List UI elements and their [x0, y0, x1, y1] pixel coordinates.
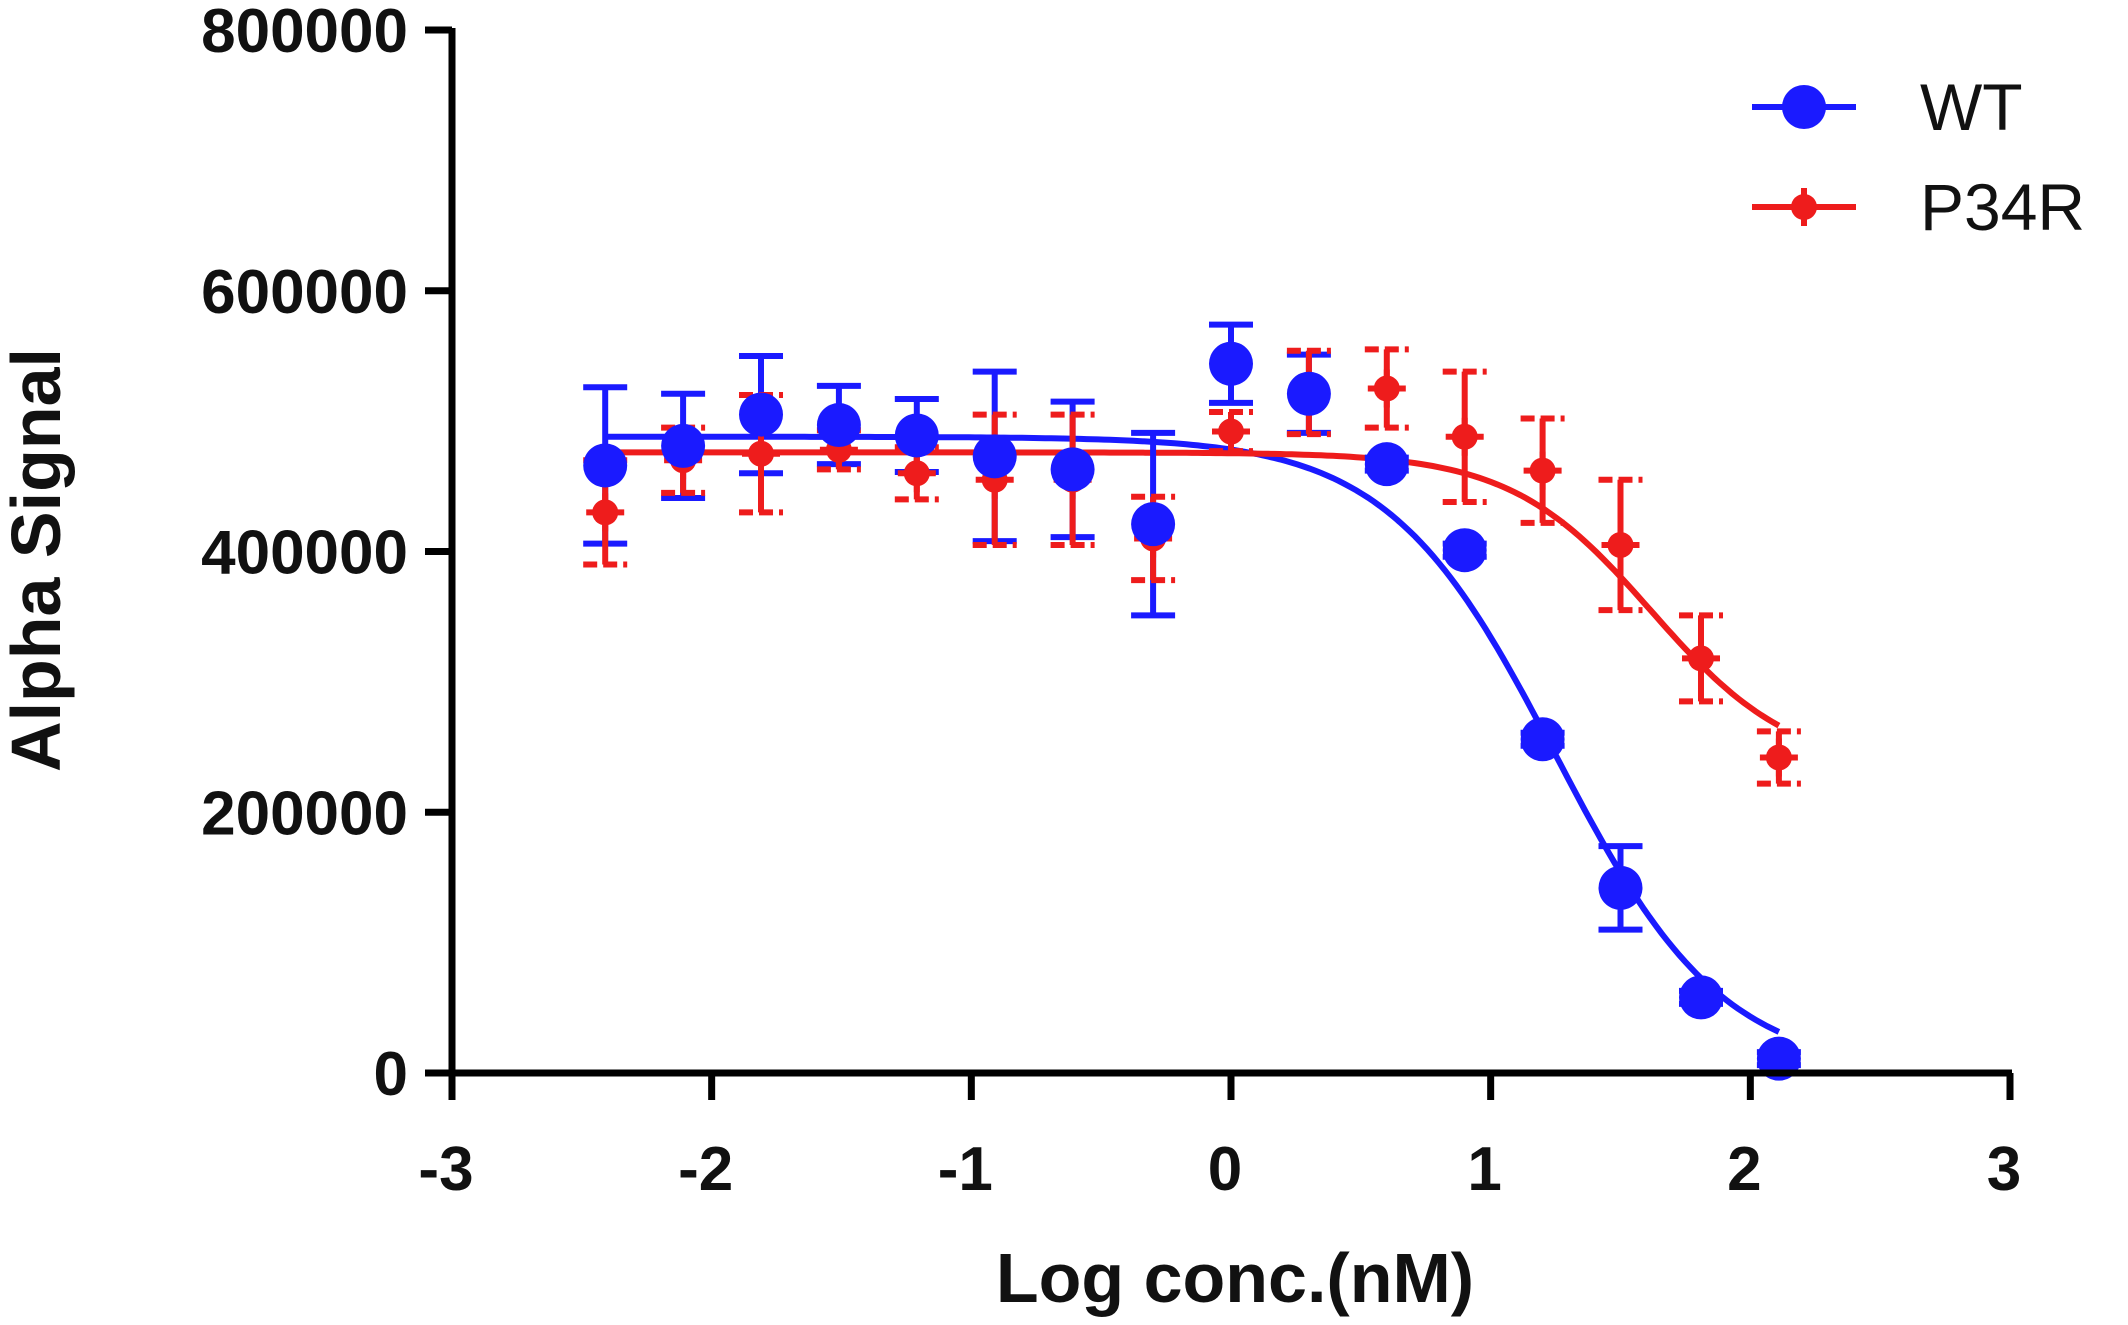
y-ticks: 0 200000 400000 600000 800000	[201, 0, 452, 1109]
data-markers	[583, 341, 1801, 1081]
x-tick-label: 2	[1727, 1135, 1761, 1204]
point-p34r	[1212, 412, 1250, 451]
fit-curve-p34r	[605, 449, 1781, 729]
point-p34r	[1445, 417, 1484, 456]
x-tick-label: 3	[1987, 1135, 2021, 1204]
legend-label: WT	[1920, 70, 2023, 144]
point-wt	[816, 403, 861, 448]
y-tick-label: 600000	[201, 258, 408, 327]
fit-curve-wt	[605, 433, 1781, 1035]
point-wt	[1520, 717, 1565, 762]
y-axis-title: Alpha Signal	[0, 348, 75, 772]
point-p34r	[897, 454, 936, 493]
y-tick-label: 800000	[201, 0, 408, 66]
legend-label: P34R	[1920, 170, 2085, 244]
x-tick-label: 1	[1467, 1135, 1501, 1204]
point-wt	[894, 413, 939, 458]
point-p34r	[1523, 451, 1562, 490]
x-ticks: -3 -2 -1 0 1 2 3	[418, 1073, 2021, 1204]
point-wt	[1050, 447, 1095, 492]
fit-curves	[605, 433, 1781, 1035]
legend-item-wt: WT	[1752, 70, 2023, 144]
legend-marker	[1785, 188, 1823, 226]
x-axis-title: Log conc.(nM)	[996, 1239, 1474, 1317]
point-wt	[1364, 442, 1409, 487]
point-wt	[1678, 975, 1723, 1020]
point-wt	[1598, 865, 1643, 910]
point-p34r	[586, 493, 625, 532]
axes	[448, 28, 2012, 1077]
x-tick-label: -3	[418, 1135, 473, 1204]
legend-item-p34r: P34R	[1752, 170, 2085, 244]
point-p34r	[1367, 369, 1406, 408]
y-tick-label: 200000	[201, 779, 408, 848]
point-wt	[1131, 502, 1176, 547]
point-wt	[972, 434, 1017, 479]
point-p34r	[742, 434, 781, 473]
legend: WT P34R	[1752, 70, 2085, 244]
point-wt	[1286, 371, 1331, 416]
point-wt	[1442, 528, 1487, 573]
x-tick-label: 0	[1208, 1135, 1242, 1204]
point-wt	[1209, 341, 1253, 386]
point-wt	[583, 443, 628, 488]
point-wt	[661, 423, 706, 468]
point-wt	[739, 392, 784, 437]
y-tick-label: 400000	[201, 519, 408, 588]
x-tick-label: -1	[938, 1135, 993, 1204]
point-p34r	[1601, 525, 1640, 564]
y-tick-label: 0	[374, 1040, 408, 1109]
x-tick-label: -2	[678, 1135, 733, 1204]
point-p34r	[1681, 639, 1720, 678]
legend-marker	[1782, 85, 1826, 129]
point-p34r	[1759, 738, 1798, 777]
